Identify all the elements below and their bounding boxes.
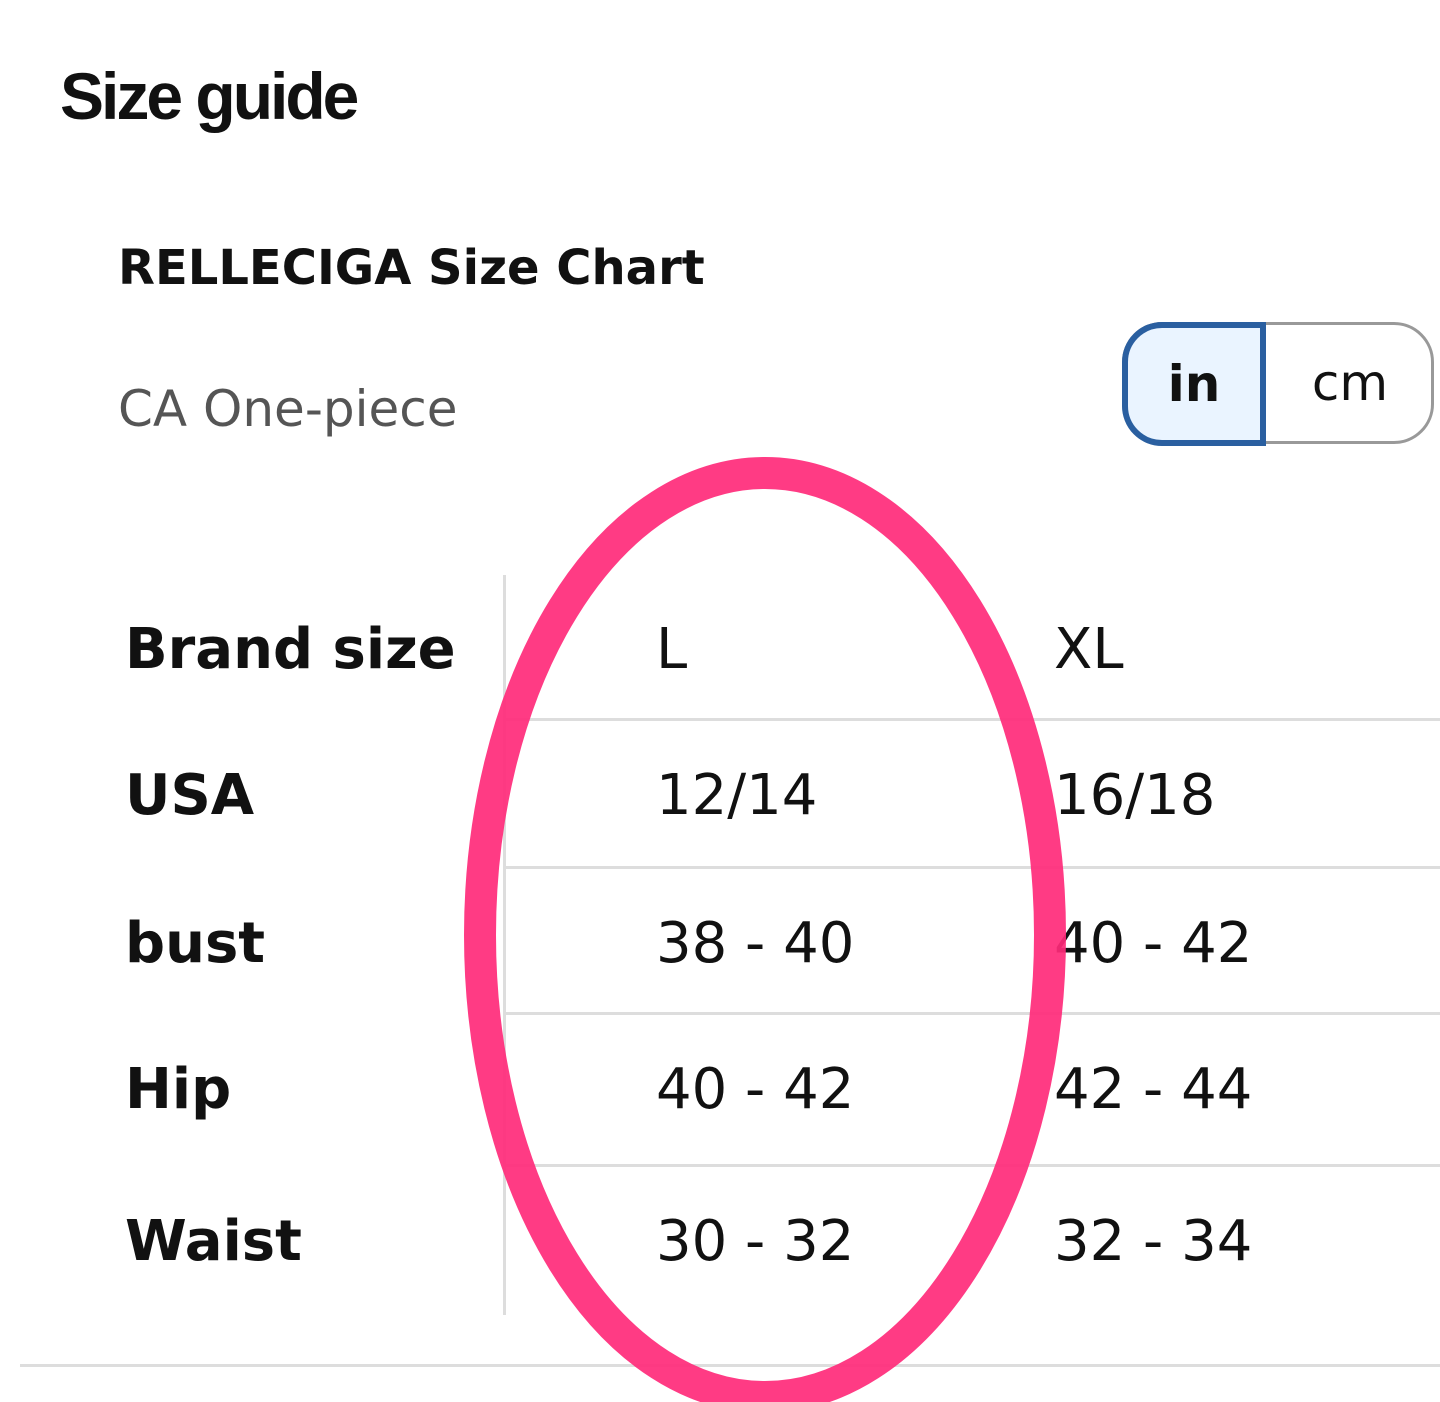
header-cell: XL — [1054, 617, 1124, 682]
row-divider — [505, 718, 1440, 721]
unit-toggle: in cm — [1122, 322, 1434, 446]
table-cell: 40 - 42 — [656, 1057, 855, 1122]
highlight-ellipse — [464, 457, 1066, 1402]
row-divider — [505, 1012, 1440, 1015]
table-cell: 30 - 32 — [656, 1209, 855, 1274]
header-cell: L — [656, 617, 688, 682]
table-cell: 32 - 34 — [1054, 1209, 1253, 1274]
row-label: USA — [125, 763, 255, 828]
unit-button[interactable]: in — [1122, 322, 1266, 446]
chart-title: RELLECIGA Size Chart — [118, 240, 705, 296]
table-cell: 40 - 42 — [1054, 911, 1253, 976]
table-cell: 38 - 40 — [656, 911, 855, 976]
unit-button[interactable]: cm — [1311, 354, 1389, 412]
header-cell: Brand size — [125, 617, 456, 682]
bottom-divider — [20, 1364, 1440, 1367]
table-cell: 12/14 — [656, 763, 818, 828]
column-divider — [503, 575, 506, 1315]
row-label: Waist — [125, 1209, 302, 1274]
row-divider — [505, 1164, 1440, 1167]
row-label: Hip — [125, 1057, 232, 1122]
chart-subtitle: CA One-piece — [118, 380, 458, 438]
row-divider — [505, 866, 1440, 869]
page-title: Size guide — [60, 59, 359, 133]
table-cell: 42 - 44 — [1054, 1057, 1253, 1122]
row-label: bust — [125, 911, 266, 976]
table-cell: 16/18 — [1054, 763, 1216, 828]
